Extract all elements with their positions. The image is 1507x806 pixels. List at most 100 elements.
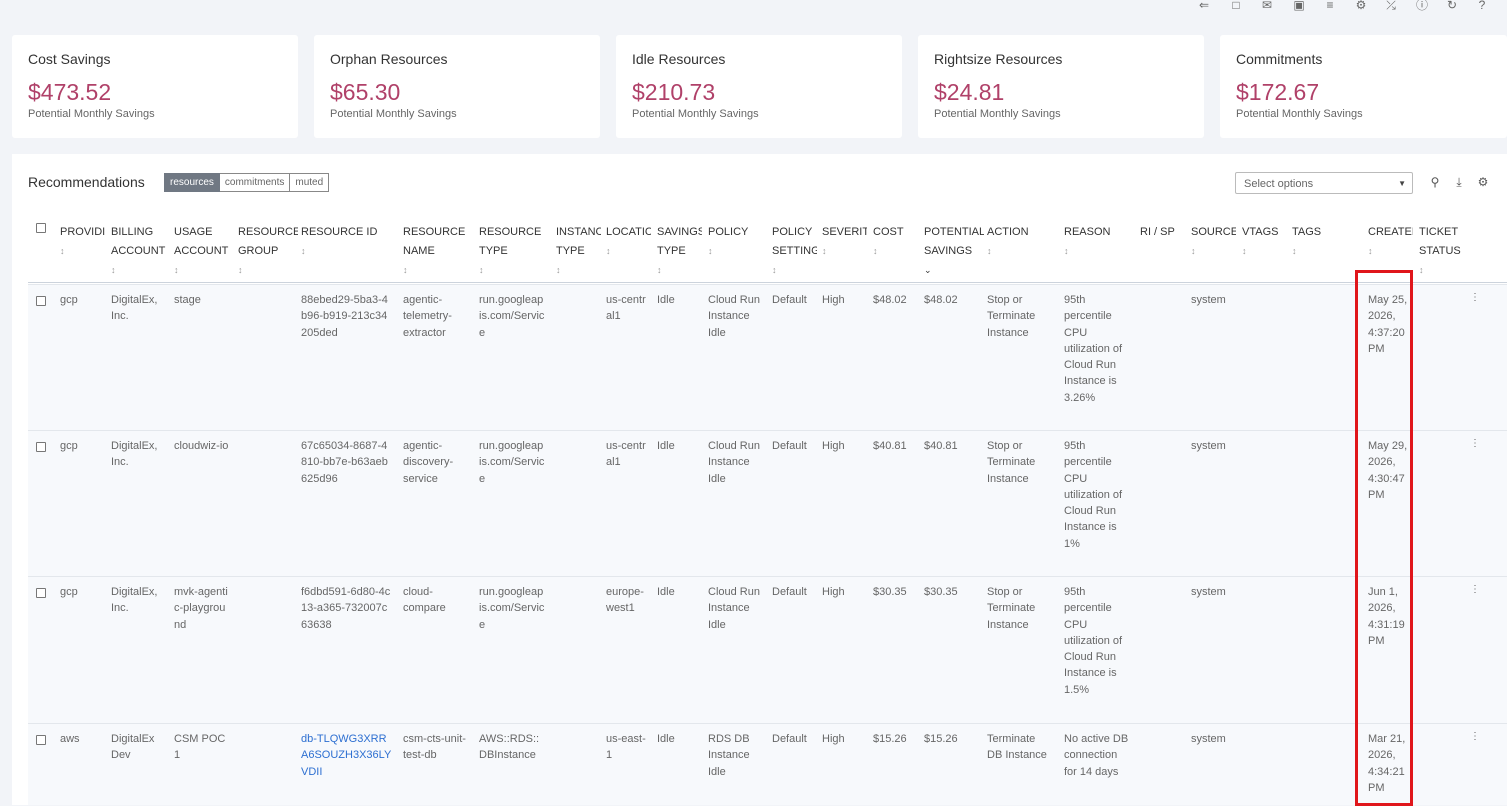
column-header-policy[interactable]: POLICY ↕	[708, 223, 765, 261]
sliders-icon[interactable]: ≡	[1326, 0, 1334, 12]
search-icon[interactable]: ⚲	[1430, 175, 1440, 189]
sort-icon[interactable]: ↕	[1191, 246, 1196, 256]
column-header-location[interactable]: LOCATIC ↕	[606, 223, 651, 261]
column-header-rtype[interactable]: RESOURCE TYPE ↕	[479, 223, 549, 280]
sort-icon[interactable]: ↕	[987, 246, 992, 256]
row-menu-icon[interactable]: ⋮	[1470, 731, 1480, 742]
column-header-severity[interactable]: SEVERIT ↕	[822, 223, 867, 261]
card-title: Orphan Resources	[330, 51, 448, 67]
column-header-label: RESOURCE GROUP	[238, 226, 298, 257]
gear-icon[interactable]: ⚙	[1355, 0, 1367, 12]
column-header-stype[interactable]: SAVINGS TYPE ↕	[657, 223, 702, 280]
sort-icon[interactable]: ↕	[1064, 246, 1069, 256]
sort-icon[interactable]: ↕	[708, 246, 713, 256]
card-orphan-resources: Orphan Resources $65.30 Potential Monthl…	[314, 35, 600, 138]
column-header-label: RESOURCE NAME	[403, 226, 466, 257]
table-row[interactable]	[28, 576, 1507, 724]
column-header-psetting[interactable]: POLICY SETTING ↕	[772, 223, 817, 280]
sort-icon[interactable]: ↕	[606, 246, 611, 256]
cell-rname: agentic-telemetry-extractor	[403, 294, 452, 339]
sort-icon[interactable]: ↕	[772, 265, 777, 275]
cell-rid[interactable]: db-TLQWG3XRRA6SOUZH3X36LYVDII	[301, 733, 392, 778]
cell-location: us-east-1	[606, 733, 646, 762]
sort-icon[interactable]: ↕	[1242, 246, 1247, 256]
column-header-label: RI / SP	[1140, 226, 1175, 238]
sort-icon[interactable]: ↕	[111, 265, 116, 275]
download-icon[interactable]: ⤓	[1456, 175, 1462, 189]
row-checkbox[interactable]	[36, 588, 46, 598]
tab-commitments[interactable]: commitments	[219, 173, 291, 192]
table-row[interactable]	[28, 723, 1507, 805]
cell-policy: Cloud Run Instance Idle	[708, 586, 760, 631]
refresh-icon[interactable]: ↻	[1446, 0, 1458, 12]
cell-cost: $40.81	[873, 440, 907, 452]
column-header-usage[interactable]: USAGE ACCOUNT ↕	[174, 223, 234, 280]
settings-icon[interactable]: ⚙	[1477, 175, 1489, 189]
cell-source: system	[1191, 586, 1226, 598]
column-header-reason[interactable]: REASON ↕	[1064, 223, 1134, 261]
sort-icon[interactable]: ↕	[1368, 246, 1373, 256]
options-select[interactable]: Select options ▼	[1235, 172, 1413, 194]
sort-icon[interactable]: ↕	[873, 246, 878, 256]
bookmark-icon[interactable]: □	[1232, 0, 1240, 12]
cell-location: europe-west1	[606, 586, 644, 615]
column-header-vtags[interactable]: VTAGS ↕	[1242, 223, 1287, 261]
row-checkbox[interactable]	[36, 735, 46, 745]
sort-icon[interactable]: ↕	[822, 246, 827, 256]
sort-icon[interactable]: ↕	[556, 265, 561, 275]
row-checkbox[interactable]	[36, 442, 46, 452]
column-header-billing[interactable]: BILLING ACCOUNT ↕	[111, 223, 166, 280]
row-menu-icon[interactable]: ⋮	[1470, 438, 1480, 449]
row-menu-icon[interactable]: ⋮	[1470, 292, 1480, 303]
sort-icon[interactable]: ↕	[403, 265, 408, 275]
table-row[interactable]	[28, 284, 1507, 431]
select-placeholder: Select options	[1244, 178, 1314, 190]
share-icon[interactable]: ⇐	[1198, 0, 1210, 12]
column-header-tags[interactable]: TAGS ↕	[1292, 223, 1362, 261]
cell-reason: 95th percentile CPU utilization of Cloud…	[1064, 586, 1123, 696]
column-header-created[interactable]: CREATEI ↕	[1368, 223, 1413, 261]
cell-created: May 25, 2026, 4:37:20 PM	[1368, 294, 1408, 355]
header-divider	[28, 282, 1507, 283]
tab-resources[interactable]: resources	[164, 173, 220, 192]
column-header-itype[interactable]: INSTANC TYPE ↕	[556, 223, 601, 280]
sort-icon[interactable]: ↕	[1419, 265, 1424, 275]
sort-icon[interactable]: ↕	[174, 265, 179, 275]
sort-icon[interactable]: ↕	[1292, 246, 1297, 256]
cell-rid: 67c65034-8687-4810-bb7e-b63aeb625d96	[301, 440, 388, 485]
column-header-rgroup[interactable]: RESOURCE GROUP ↕	[238, 223, 298, 280]
tab-muted[interactable]: muted	[290, 173, 330, 192]
sort-icon[interactable]: ↕	[479, 265, 484, 275]
help-icon[interactable]: ?	[1478, 0, 1486, 12]
sort-icon[interactable]: ↕	[301, 246, 306, 256]
sort-icon[interactable]: ↕	[238, 265, 243, 275]
card-title: Rightsize Resources	[934, 51, 1063, 67]
camera-icon[interactable]: ▣	[1293, 0, 1305, 12]
cell-reason: 95th percentile CPU utilization of Cloud…	[1064, 440, 1123, 550]
column-header-cost[interactable]: COST ↕	[873, 223, 918, 261]
column-header-rname[interactable]: RESOURCE NAME ↕	[403, 223, 473, 280]
row-menu-icon[interactable]: ⋮	[1470, 584, 1480, 595]
row-checkbox[interactable]	[36, 296, 46, 306]
column-header-provider[interactable]: PROVIDI ↕	[60, 223, 105, 261]
table-row[interactable]	[28, 430, 1507, 577]
column-header-rid[interactable]: RESOURCE ID ↕	[301, 223, 396, 261]
column-header-ticket[interactable]: TICKET STATUS ↕	[1419, 223, 1464, 280]
card-subtitle: Potential Monthly Savings	[632, 108, 759, 120]
cell-rid: 88ebed29-5ba3-4b96-b919-213c34205ded	[301, 294, 388, 339]
column-header-action[interactable]: ACTION ↕	[987, 223, 1057, 261]
cell-psetting: Default	[772, 294, 807, 306]
sort-icon[interactable]: ↕	[657, 265, 662, 275]
column-header-source[interactable]: SOURCE ↕	[1191, 223, 1236, 261]
cell-reason: 95th percentile CPU utilization of Cloud…	[1064, 294, 1123, 404]
sort-desc-icon[interactable]: ⌄	[924, 265, 932, 275]
sort-icon[interactable]: ↕	[60, 246, 65, 256]
mail-icon[interactable]: ✉	[1261, 0, 1273, 12]
info-icon[interactable]: ⓘ	[1415, 0, 1428, 12]
cell-provider: gcp	[60, 586, 78, 598]
card-value: $473.52	[28, 79, 112, 105]
select-all-checkbox[interactable]	[36, 223, 46, 233]
column-header-psavings[interactable]: POTENTIAL SAVINGS ⌄	[924, 223, 984, 280]
wrench-icon[interactable]: ⤰	[1386, 0, 1396, 12]
cell-billing: DigitalEx, Inc.	[111, 440, 158, 469]
